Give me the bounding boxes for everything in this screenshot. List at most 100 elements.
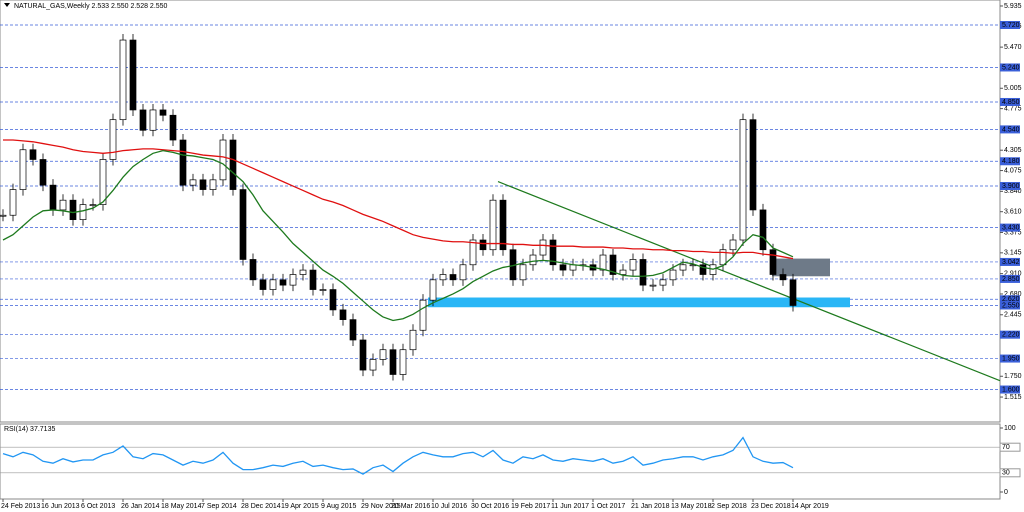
candle (739, 119, 747, 241)
y-tick-label: 3.840 (1004, 188, 1022, 195)
x-tick-label: 7 Sep 2014 (201, 503, 237, 510)
x-tick-label: 28 Dec 2014 (241, 503, 281, 510)
candle (489, 199, 497, 251)
level-label: 4.850 (1002, 99, 1020, 106)
y-tick-label: 2.680 (1004, 291, 1022, 298)
x-tick-label: 24 Feb 2013 (1, 503, 40, 510)
candle (49, 184, 57, 211)
candle (519, 264, 527, 281)
candle (99, 159, 107, 205)
y-tick-label: 1.515 (1004, 394, 1022, 401)
candle (409, 329, 417, 351)
y-tick-label: 4.775 (1004, 105, 1022, 112)
level-label-box (999, 442, 1021, 452)
y-tick-label: 100 (1004, 425, 1016, 432)
candle (419, 299, 427, 331)
zone (428, 297, 850, 308)
level-label: 3.900 (1002, 183, 1020, 190)
level-label-box (1000, 257, 1020, 266)
candle (359, 339, 367, 371)
level-label: 1.950 (1002, 355, 1020, 362)
x-tick-label: 13 May 2018 (671, 503, 712, 510)
level-label: 2.220 (1002, 332, 1020, 339)
candle (379, 349, 387, 360)
x-tick-label: 1 Oct 2017 (591, 503, 625, 510)
level-label-box (1000, 182, 1020, 191)
candle (319, 289, 327, 291)
x-tick-label: 2 Sep 2018 (711, 503, 747, 510)
candle (549, 239, 557, 266)
candle (149, 109, 157, 131)
candle (679, 264, 687, 271)
candle (59, 199, 67, 211)
x-tick-label: 29 Nov 2015 (361, 503, 401, 510)
candle (169, 114, 177, 141)
candle (239, 189, 247, 260)
level-label-box (1000, 21, 1020, 30)
candle (289, 274, 297, 286)
candle (299, 269, 307, 275)
level-label: 30 (1002, 470, 1010, 477)
y-tick-label: 0 (1004, 489, 1008, 496)
candle (619, 269, 627, 275)
y-tick-label: 5.005 (1004, 85, 1022, 92)
level-label-box (1000, 295, 1020, 304)
candle (369, 359, 377, 371)
candle (609, 254, 617, 275)
level-label: 2.550 (1002, 302, 1020, 309)
level-label: 70 (1002, 444, 1010, 451)
series-line (3, 139, 794, 260)
candle (19, 149, 27, 190)
x-tick-label: 10 Jul 2016 (431, 503, 467, 510)
candle (559, 264, 567, 271)
zone (772, 258, 830, 277)
candle (199, 179, 207, 190)
y-tick-label: 2.910 (1004, 270, 1022, 277)
candle (759, 209, 767, 251)
candle (109, 119, 117, 160)
level-label-box (1000, 274, 1020, 283)
y-tick-label: 5.470 (1004, 44, 1022, 51)
x-tick-label: 21 Jan 2018 (631, 503, 670, 510)
level-label: 3.042 (1002, 259, 1020, 266)
candle (469, 239, 477, 266)
candle (79, 204, 87, 221)
candle (269, 279, 277, 290)
level-label: 1.600 (1002, 386, 1020, 393)
series-line (2, 436, 794, 475)
chart-title: NATURAL_GAS,Weekly 2.533 2.550 2.528 2.5… (14, 3, 168, 10)
candle (309, 269, 317, 290)
candle (649, 284, 657, 287)
x-tick-label: 19 Apr 2015 (281, 503, 319, 510)
candle (229, 139, 237, 190)
level-label-box (1000, 330, 1020, 339)
candle (249, 259, 257, 281)
level-label-box (1000, 63, 1020, 72)
candle (89, 204, 97, 206)
level-label-box (1000, 385, 1020, 394)
y-tick-label: 4.075 (1004, 167, 1022, 174)
rsi-title: RSI(14) 37.7135 (4, 426, 55, 433)
y-tick-label: 3.145 (1004, 250, 1022, 257)
x-tick-label: 23 Dec 2018 (751, 503, 791, 510)
price-panel (0, 0, 1001, 423)
candle (129, 39, 137, 111)
candle (639, 259, 647, 286)
candle (139, 109, 147, 131)
x-tick-label: 16 Jun 2013 (41, 503, 80, 510)
candle (629, 259, 637, 271)
level-label-box (1000, 301, 1020, 310)
level-label: 4.540 (1002, 126, 1020, 133)
candle (279, 279, 287, 286)
x-tick-label: 26 Jan 2014 (121, 503, 160, 510)
y-tick-label: 3.610 (1004, 209, 1022, 216)
candle (69, 199, 77, 221)
candle (529, 254, 537, 266)
candle (329, 289, 337, 311)
candle (699, 264, 707, 275)
candle (429, 279, 437, 301)
candle (159, 109, 167, 116)
y-tick-label: 1.750 (1004, 373, 1022, 380)
candle (219, 139, 227, 181)
candle (349, 319, 357, 341)
